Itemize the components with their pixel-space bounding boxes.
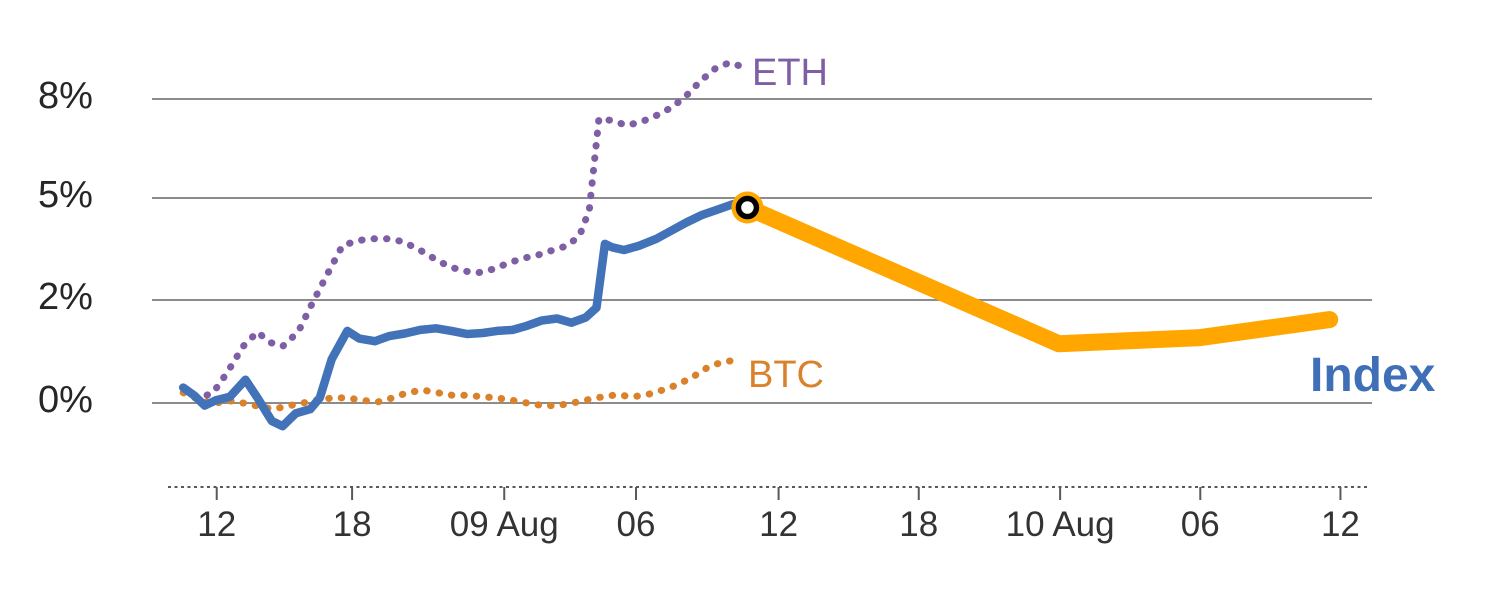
y-tick-label: 5% [38,174,93,216]
index-series-label: Index [1310,349,1436,402]
x-tick-label: 18 [332,505,372,544]
series-line-eth [180,59,744,402]
series-line-btc [179,356,741,413]
x-tick-label: 12 [197,505,237,544]
eth-series-label: ETH [752,52,828,94]
btc-series-label: BTC [748,354,824,396]
y-tick-label: 8% [38,75,93,117]
series-line-index [738,199,1339,353]
x-tick-label: 06 [616,505,656,544]
x-tick-label: 18 [899,505,939,544]
x-tick-label: 12 [759,505,799,544]
series-line-index [178,199,752,431]
y-tick-label: 2% [38,276,93,318]
x-tick-label: 10 Aug [1005,505,1115,544]
x-tick-label: 06 [1180,505,1220,544]
y-tick-label: 0% [38,379,93,421]
highlight-marker [735,195,760,220]
x-tick-label: 12 [1320,505,1360,544]
x-tick-label: 09 Aug [449,505,559,544]
